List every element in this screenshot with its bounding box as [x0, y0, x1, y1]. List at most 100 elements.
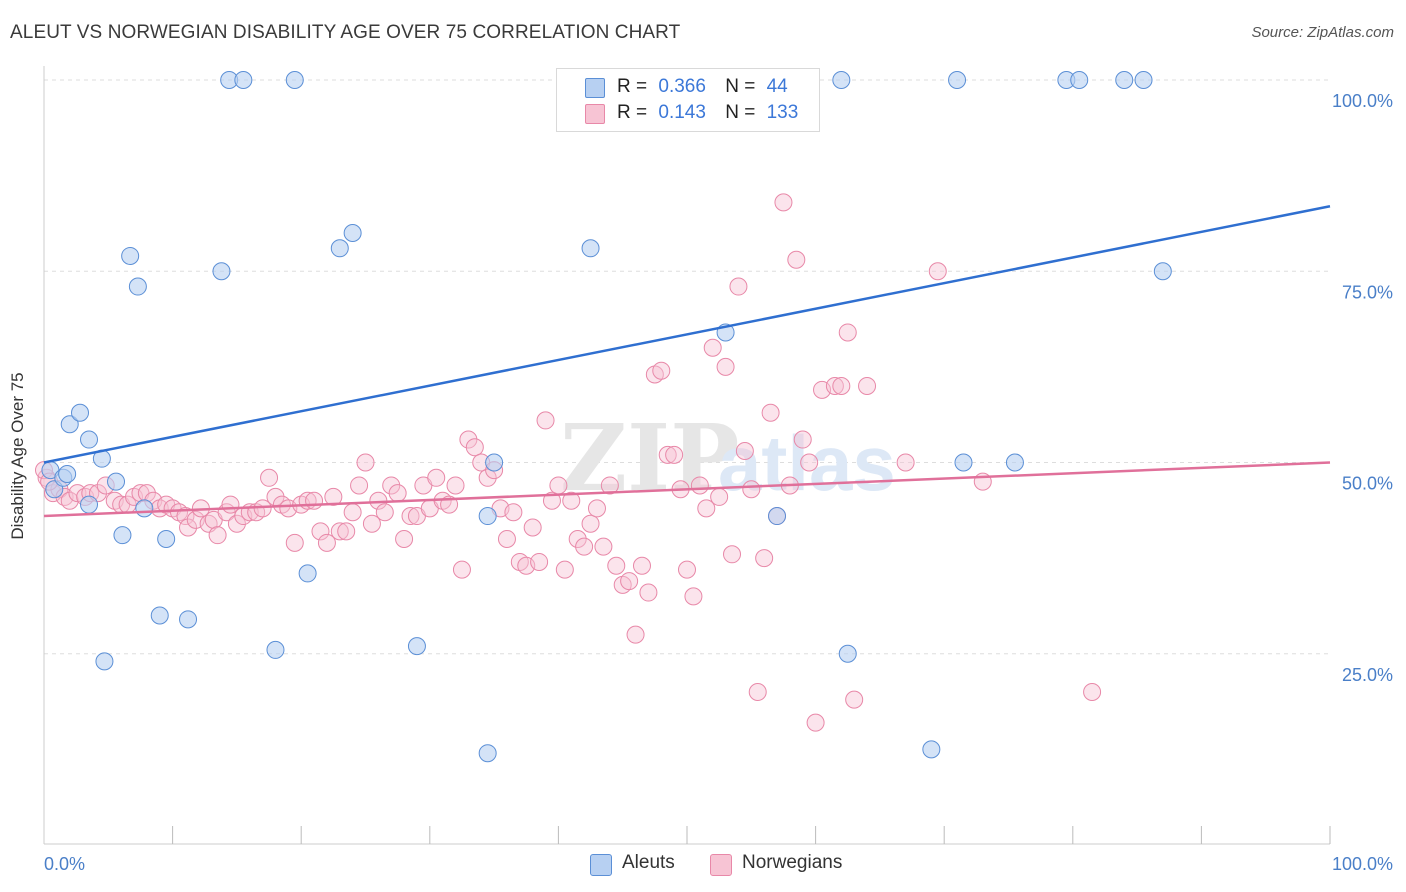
norwegian-point: [459, 430, 478, 449]
norwegian-point: [375, 503, 394, 522]
norwegian-point: [774, 193, 793, 212]
norwegian-point: [735, 442, 754, 461]
norwegian-point: [530, 552, 549, 571]
norwegian-swatch: [585, 104, 605, 124]
x-tick-label: 100.0%: [1332, 854, 1393, 874]
norwegian-point: [427, 468, 446, 487]
aleut-point: [1134, 71, 1153, 89]
norwegian-point: [317, 533, 336, 552]
norwegian-point: [896, 453, 915, 472]
legend-n-label: N =: [725, 102, 756, 123]
x-tick-label: 0.0%: [44, 854, 85, 874]
norwegian-point: [395, 530, 414, 548]
norwegian-point: [343, 503, 362, 522]
norwegian-point: [639, 583, 658, 602]
norwegian-point: [607, 556, 626, 575]
aleut-point: [113, 526, 132, 545]
norwegian-point: [742, 480, 761, 499]
legend-n-value: 44: [766, 76, 788, 97]
norwegian-point: [838, 323, 857, 342]
norwegian-point: [632, 556, 651, 575]
aleut-point: [212, 262, 231, 281]
norwegian-point: [832, 377, 851, 395]
norwegian-point: [542, 491, 561, 510]
norwegian-point: [382, 476, 401, 495]
norwegian-point: [626, 625, 645, 644]
norwegian-point: [652, 361, 671, 380]
aleut-point: [407, 637, 426, 656]
norwegian-point: [806, 713, 825, 732]
norwegian-point: [690, 476, 709, 495]
norwegian-point: [800, 453, 819, 472]
norwegian-point: [504, 503, 523, 522]
norwegian-point: [620, 572, 639, 591]
aleut-point: [948, 71, 967, 89]
norwegian-point: [465, 438, 484, 457]
correlation-legend: R = 0.366 N = 44 R = 0.143 N = 133: [556, 68, 820, 132]
norwegian-point: [710, 487, 729, 506]
norwegian-point: [587, 499, 606, 518]
norwegian-point: [350, 476, 369, 495]
norwegian-point: [793, 430, 812, 449]
aleut-point: [71, 403, 90, 422]
aleut-point: [150, 606, 169, 625]
norwegian-point: [555, 560, 574, 579]
axis-ticks: 25.0% 50.0% 75.0% 100.0% 0.0% 100.0%: [44, 91, 1393, 874]
aleut-point: [179, 610, 198, 629]
aleut-points: [41, 71, 1172, 763]
aleut-point: [157, 530, 176, 548]
norwegian-points: [35, 193, 1102, 732]
norwegians-swatch: [710, 854, 732, 876]
norwegian-point: [665, 445, 684, 464]
aleut-point: [107, 472, 126, 491]
norwegian-point: [337, 522, 356, 541]
norwegian-point: [684, 587, 703, 606]
norwegian-point: [446, 476, 465, 495]
trend-lines: [43, 204, 1331, 518]
aleut-point: [95, 652, 114, 671]
aleut-point: [954, 453, 973, 472]
aleut-point: [1005, 453, 1024, 472]
aleut-point: [1115, 71, 1134, 89]
norwegian-point: [305, 491, 324, 510]
norwegian-point: [523, 518, 542, 537]
norwegian-point: [716, 357, 735, 376]
norwegian-point: [761, 403, 780, 422]
aleut-point: [330, 239, 349, 258]
norwegian-point: [536, 411, 555, 430]
aleut-point: [80, 430, 99, 449]
norwegian-point: [723, 545, 742, 564]
aleut-point: [922, 740, 941, 759]
norwegian-point: [697, 499, 716, 518]
aleut-point: [128, 277, 147, 296]
legend-r-label: R =: [617, 102, 648, 123]
aleut-point: [581, 239, 600, 258]
norwegian-point: [285, 533, 304, 552]
norwegian-point: [362, 514, 381, 533]
aleut-point: [1070, 71, 1089, 89]
y-tick-label: 25.0%: [1342, 665, 1393, 685]
norwegian-point: [260, 468, 279, 487]
norwegian-point: [825, 377, 844, 395]
aleut-point: [768, 507, 787, 526]
norwegian-point: [1083, 683, 1102, 701]
aleuts-swatch: [590, 854, 612, 876]
norwegian-point: [755, 549, 774, 568]
norwegian-point: [568, 530, 587, 548]
norwegian-point: [787, 250, 806, 269]
aleut-point: [60, 415, 79, 434]
source-label: Source: ZipAtlas.com: [1251, 24, 1394, 41]
y-tick-label: 100.0%: [1332, 91, 1393, 111]
aleut-swatch: [585, 78, 605, 98]
aleut-point: [1153, 262, 1172, 281]
norwegian-point: [227, 514, 246, 533]
norwegian-point: [858, 377, 877, 395]
aleut-trend-line: [43, 204, 1331, 464]
norwegian-point: [658, 445, 677, 464]
aleut-point: [234, 71, 253, 89]
norwegian-point: [703, 338, 722, 357]
legend-r-label: R =: [617, 76, 648, 97]
norwegian-point: [729, 277, 748, 296]
aleut-point: [343, 224, 362, 242]
legend-r-value: 0.143: [658, 102, 706, 123]
